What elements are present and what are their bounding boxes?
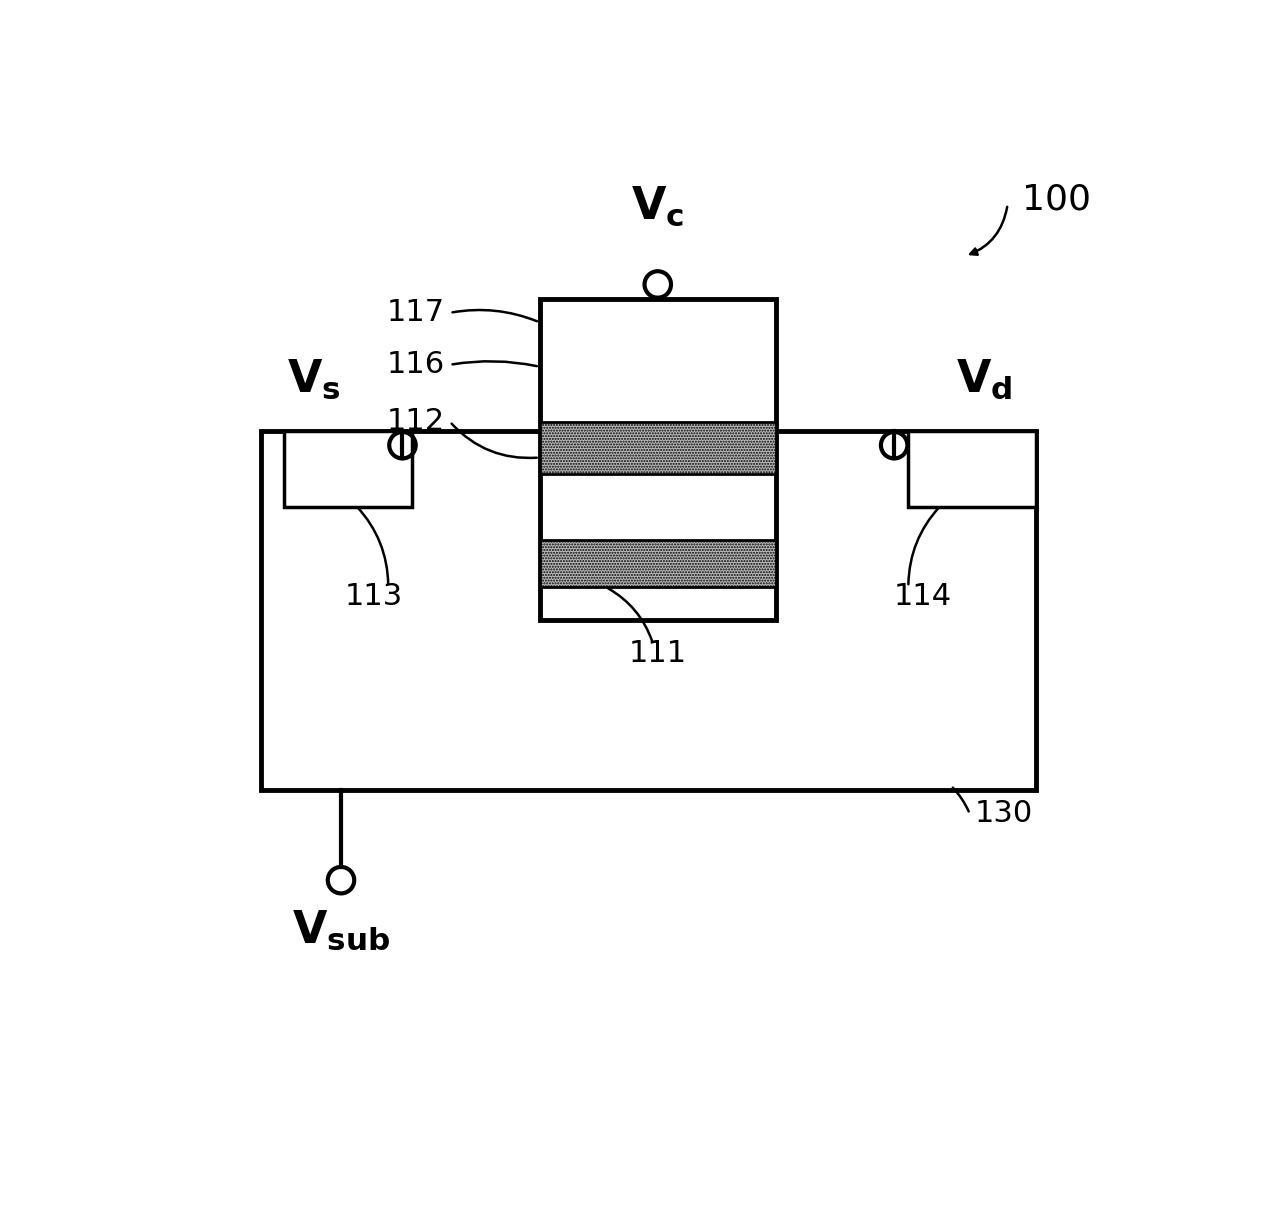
Bar [540, 298, 775, 620]
Text: 113: 113 [345, 582, 404, 612]
Text: 114: 114 [893, 582, 951, 612]
Text: 116: 116 [387, 350, 445, 379]
Text: 117: 117 [387, 298, 445, 328]
Text: 111: 111 [629, 639, 687, 668]
Text: 130: 130 [974, 799, 1032, 829]
Bar [285, 431, 412, 507]
Text: $\mathbf{V_s}$: $\mathbf{V_s}$ [287, 357, 342, 400]
Bar [540, 421, 775, 474]
Text: $\mathbf{V_d}$: $\mathbf{V_d}$ [955, 357, 1012, 400]
Bar [908, 431, 1036, 507]
Text: $\mathbf{V_c}$: $\mathbf{V_c}$ [631, 184, 684, 227]
Text: $\mathbf{V_{sub}}$: $\mathbf{V_{sub}}$ [292, 909, 391, 952]
Bar [540, 540, 775, 587]
Bar [261, 431, 1036, 791]
Text: 112: 112 [387, 406, 445, 436]
Text: $\mathbf{N^+}$: $\mathbf{N^+}$ [947, 456, 996, 485]
Text: $\mathbf{N^+}$: $\mathbf{N^+}$ [324, 456, 372, 485]
Text: 100: 100 [1022, 183, 1090, 216]
